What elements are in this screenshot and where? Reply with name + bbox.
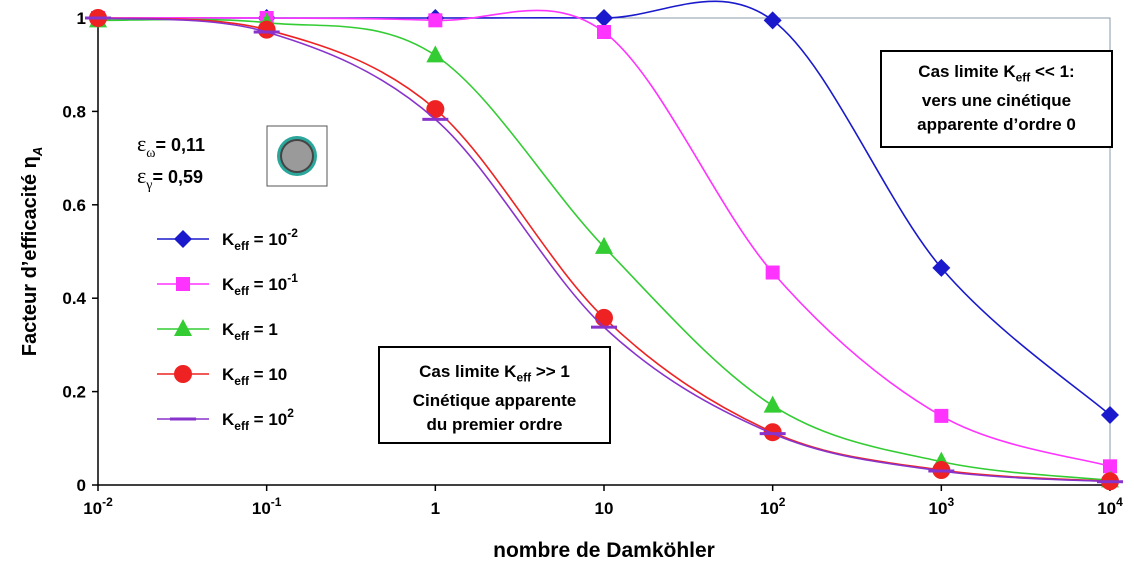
data-point	[759, 432, 786, 436]
legend-label: Keff = 10-2	[222, 226, 298, 253]
y-tick-label: 0.8	[62, 102, 86, 121]
data-point	[595, 236, 613, 254]
legend-marker	[174, 319, 192, 336]
y-tick-label: 0.6	[62, 196, 86, 215]
data-point	[765, 265, 780, 280]
legend-item-5: Keff = 102	[157, 406, 294, 433]
data-point	[428, 13, 443, 28]
x-tick-label: 102	[760, 495, 786, 518]
legend-item-3: Keff = 1	[157, 319, 278, 343]
legend-marker	[174, 230, 192, 248]
legend-marker	[170, 417, 196, 421]
data-point	[597, 25, 611, 40]
data-point	[928, 469, 955, 473]
x-tick-label: 10-1	[252, 495, 282, 518]
data-point	[595, 308, 613, 327]
legend-label: Keff = 102	[222, 406, 294, 433]
data-point	[595, 9, 613, 27]
parameter-label: εγ= 0,59	[137, 163, 203, 193]
legend-label: Keff = 1	[222, 320, 278, 343]
y-tick-label: 1	[77, 9, 86, 28]
annotation-high-k: Cas limite Keff >> 1 Cinétique apparente…	[378, 346, 611, 444]
data-point	[85, 16, 111, 20]
series-group	[85, 0, 1123, 491]
data-point	[591, 325, 617, 329]
legend-marker	[176, 277, 190, 291]
data-point	[763, 11, 782, 30]
legend-label: Keff = 10-1	[222, 271, 298, 298]
data-point	[426, 45, 445, 63]
pellet-core	[282, 141, 312, 171]
parameter-label: εω= 0,11	[137, 131, 205, 161]
annotation-low-k: Cas limite Keff << 1: vers une cinétique…	[880, 50, 1113, 148]
legend-label: Keff = 10	[222, 365, 287, 388]
legend-marker	[174, 365, 192, 383]
series-5	[85, 16, 1123, 484]
x-tick-label: 104	[1097, 495, 1123, 518]
x-tick-label: 103	[929, 495, 955, 518]
y-tick-label: 0.4	[62, 289, 86, 308]
data-point	[932, 258, 951, 277]
axes: 0 0.2 0.4 0.6 0.8 1 10-2 10-1 1 10 102 103 104 nombre…	[19, 9, 1123, 562]
data-point	[934, 408, 949, 423]
y-tick-label: 0.2	[62, 383, 86, 402]
y-axis-title: Facteur d’efficacité ηA	[19, 147, 45, 356]
legend-item-1: Keff = 10-2	[157, 226, 298, 253]
data-point	[1101, 405, 1119, 424]
data-point	[426, 100, 445, 119]
pellet-cross-section-icon	[266, 125, 328, 187]
x-tick-label: 10	[595, 499, 614, 518]
x-tick-label: 1	[431, 499, 440, 518]
legend-item-2: Keff = 10-1	[157, 271, 298, 298]
legend-item-4: Keff = 10	[157, 365, 287, 388]
data-point	[1103, 459, 1117, 474]
x-tick-label: 10-2	[83, 495, 113, 518]
x-axis-title: nombre de Damköhler	[493, 539, 715, 562]
data-point	[253, 30, 280, 34]
y-tick-label: 0	[77, 476, 86, 495]
legend: Keff = 10-2 Keff = 10-1 Keff = 1 Keff = 10 K…	[157, 226, 298, 433]
data-point	[1097, 480, 1123, 484]
data-point	[763, 395, 782, 413]
data-point	[422, 117, 449, 121]
